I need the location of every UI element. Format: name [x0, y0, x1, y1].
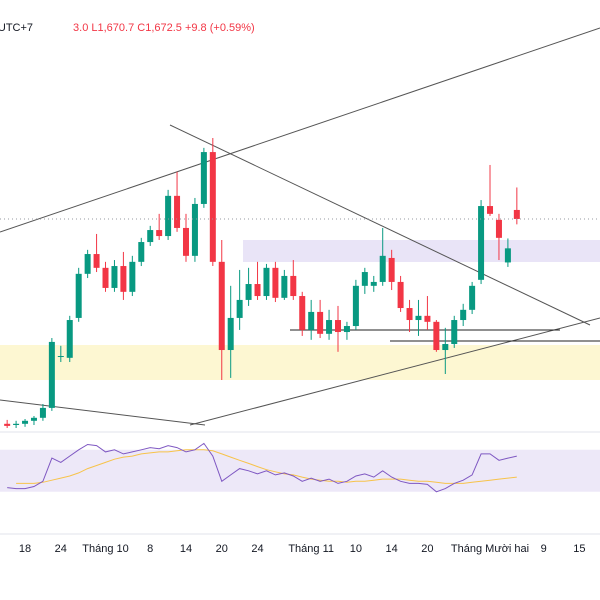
- candle-body: [272, 267, 279, 298]
- candle-body: [165, 195, 172, 237]
- x-tick-label: Tháng Mười hai: [451, 543, 529, 555]
- candle-body: [209, 152, 216, 262]
- candle-body: [236, 299, 243, 318]
- candle-body: [66, 320, 73, 358]
- trend-line: [189, 317, 600, 426]
- trend-line: [0, 27, 600, 233]
- candle-body: [22, 420, 29, 424]
- candle-body: [326, 320, 333, 334]
- candle-body: [397, 281, 404, 309]
- rsi-ma-line: [16, 449, 517, 484]
- candle-body: [424, 315, 431, 322]
- candle-body: [433, 321, 440, 351]
- candle-body: [245, 284, 252, 300]
- trend-line: [0, 399, 206, 426]
- candle-body: [451, 320, 458, 345]
- candle-body: [191, 203, 198, 256]
- candle-body: [335, 320, 342, 333]
- candle-body: [48, 341, 55, 408]
- candle-body: [352, 285, 359, 327]
- candle-body: [156, 230, 163, 237]
- candle-body: [218, 261, 225, 351]
- candle-body: [182, 227, 189, 256]
- candle-body: [200, 152, 207, 204]
- candle-body: [281, 275, 288, 298]
- candle-body: [442, 344, 449, 351]
- candle-body: [263, 267, 270, 297]
- candle-body: [39, 407, 46, 418]
- x-tick-label: 8: [147, 543, 153, 555]
- candle-body: [120, 266, 127, 292]
- candle-body: [415, 315, 422, 321]
- candle-body: [290, 275, 297, 297]
- candle-body: [227, 317, 234, 351]
- candle-body: [370, 281, 377, 286]
- candle-body: [102, 267, 109, 288]
- candle-body: [406, 308, 413, 321]
- candle-body: [75, 273, 82, 318]
- candle-body: [174, 195, 181, 228]
- candle-body: [129, 261, 136, 292]
- candle-body: [93, 254, 100, 268]
- candle-body: [138, 242, 145, 262]
- x-tick-label: 14: [180, 543, 192, 555]
- candle-body: [84, 254, 91, 274]
- candle-body: [13, 423, 20, 426]
- candle-body: [388, 257, 395, 282]
- candle-body: [504, 248, 511, 263]
- candle-body: [254, 284, 261, 297]
- rsi-band: [0, 449, 600, 492]
- x-tick-label: Tháng 11: [288, 543, 334, 555]
- candle-body: [460, 309, 467, 321]
- candle-body: [379, 255, 386, 282]
- candle-body: [299, 296, 306, 330]
- x-tick-label: 20: [216, 543, 228, 555]
- candle-body: [57, 356, 64, 358]
- candle-body: [308, 311, 315, 330]
- candle-body: [147, 230, 154, 243]
- candle-body: [487, 206, 494, 214]
- demand-zone: [0, 345, 600, 380]
- header-quote: 3.0 L1,670.7 C1,672.5 +9.8 (+0.59%): [73, 22, 255, 34]
- x-tick-label: Tháng 10: [82, 543, 128, 555]
- rsi-line: [7, 442, 517, 493]
- header-time: 25 10:12 UTC+7: [0, 22, 33, 34]
- supply-zone: [243, 240, 600, 262]
- x-tick-label: 14: [386, 543, 398, 555]
- candle-body: [469, 285, 476, 310]
- x-tick-label: 24: [55, 543, 67, 555]
- x-tick-label: 24: [251, 543, 263, 555]
- x-tick-label: 10: [350, 543, 362, 555]
- candle-body: [343, 326, 350, 333]
- x-tick-label: 9: [541, 543, 547, 555]
- trend-line: [169, 124, 591, 326]
- candle-body: [111, 266, 118, 288]
- candle-body: [4, 423, 11, 426]
- candle-body: [478, 206, 485, 280]
- x-tick-label: 15: [573, 543, 585, 555]
- x-tick-label: 20: [421, 543, 433, 555]
- candle-body: [513, 209, 520, 219]
- candle-body: [361, 272, 368, 286]
- candle-body: [30, 417, 37, 421]
- candle-body: [317, 311, 324, 334]
- x-tick-label: 18: [19, 543, 31, 555]
- candle-body: [495, 219, 502, 238]
